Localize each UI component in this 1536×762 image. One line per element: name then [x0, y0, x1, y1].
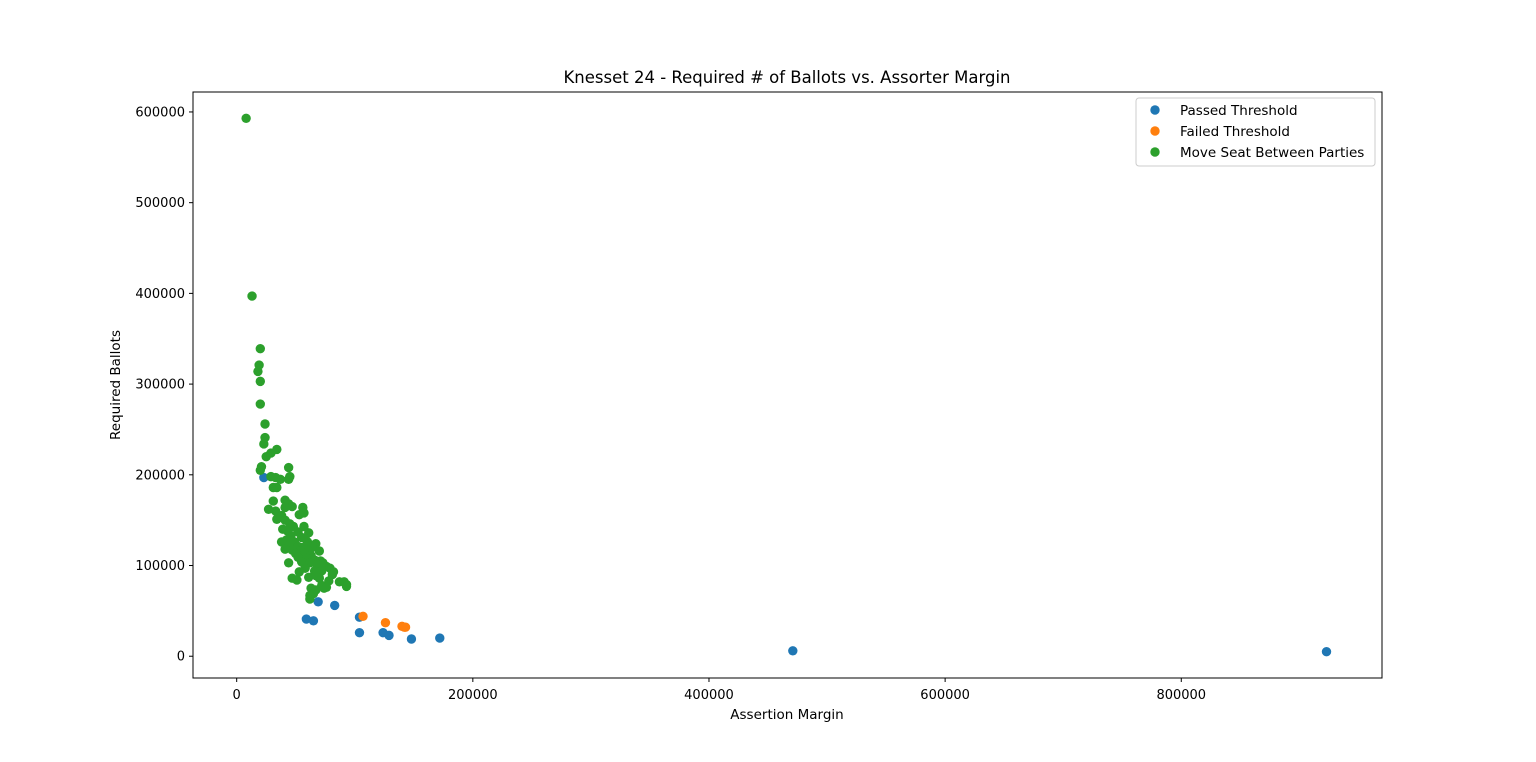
point-move-seat-between-parties-81	[304, 572, 314, 583]
point-move-seat-between-parties-92	[319, 583, 329, 593]
point-move-seat-between-parties-12	[261, 451, 271, 462]
legend: Passed Threshold Failed Threshold Move Sea…	[1135, 97, 1376, 167]
y-tick-label: 200000	[135, 468, 185, 483]
point-passed-threshold-8	[384, 630, 394, 641]
y-tick-label: 500000	[135, 196, 185, 211]
point-move-seat-between-parties-24	[268, 496, 278, 506]
plot-points	[241, 113, 1332, 657]
point-passed-threshold-9	[406, 634, 417, 644]
point-passed-threshold-1	[313, 597, 323, 607]
point-move-seat-between-parties-59	[314, 546, 325, 556]
point-failed-threshold-4	[400, 622, 411, 632]
chart-title: Knesset 24 - Required # of Ballots vs. A…	[563, 68, 1010, 87]
legend-label: Passed Threshold	[1180, 103, 1298, 119]
legend-box	[1135, 97, 1376, 167]
point-move-seat-between-parties-5	[255, 376, 266, 387]
point-move-seat-between-parties-89	[341, 581, 352, 592]
y-tick-label: 100000	[135, 559, 185, 574]
point-move-seat-between-parties-47	[276, 537, 287, 547]
y-axis-ticks: 0 100000 200000 300000 400000 500000 600000	[135, 105, 193, 665]
point-move-seat-between-parties-14	[255, 465, 266, 475]
legend-label: Failed Threshold	[1180, 124, 1290, 140]
point-move-seat-between-parties-2	[255, 344, 266, 354]
y-tick-label: 400000	[135, 287, 185, 302]
y-tick-label: 0	[177, 650, 185, 665]
point-move-seat-between-parties-6	[255, 399, 266, 409]
point-move-seat-between-parties-22	[272, 482, 282, 493]
point-passed-threshold-0	[259, 472, 269, 483]
point-move-seat-between-parties-55	[280, 544, 290, 554]
legend-marker	[1150, 105, 1160, 115]
point-move-seat-between-parties-82	[314, 573, 325, 583]
point-move-seat-between-parties-23	[263, 504, 274, 514]
point-move-seat-between-parties-97	[305, 594, 315, 604]
point-move-seat-between-parties-28	[280, 502, 290, 513]
point-move-seat-between-parties-17	[283, 474, 294, 485]
plot-frame	[192, 91, 1383, 679]
point-failed-threshold-1	[380, 617, 391, 628]
x-axis-ticks: 0 200000 400000 600000 800000	[233, 678, 1206, 703]
point-move-seat-between-parties-7	[260, 419, 270, 429]
point-move-seat-between-parties-68	[283, 558, 294, 568]
point-passed-threshold-6	[354, 627, 365, 638]
point-move-seat-between-parties-1	[247, 291, 257, 301]
point-failed-threshold-0	[358, 611, 368, 622]
point-move-seat-between-parties-27	[287, 501, 297, 512]
x-tick-label: 0	[233, 688, 241, 703]
point-move-seat-between-parties-75	[294, 567, 304, 577]
point-passed-threshold-2	[329, 600, 340, 611]
x-tick-label: 800000	[1156, 688, 1206, 703]
point-move-seat-between-parties-84	[292, 575, 302, 585]
point-move-seat-between-parties-20	[275, 474, 286, 485]
x-tick-label: 400000	[684, 688, 734, 703]
point-move-seat-between-parties-15	[283, 462, 294, 473]
legend-label: Move Seat Between Parties	[1180, 145, 1364, 161]
point-passed-threshold-3	[301, 614, 312, 624]
point-passed-threshold-10	[435, 633, 445, 643]
x-tick-label: 600000	[920, 688, 970, 703]
legend-marker	[1150, 126, 1160, 136]
x-axis-label: Assertion Margin	[730, 707, 843, 723]
point-move-seat-between-parties-4	[253, 366, 263, 377]
y-axis-label: Required Ballots	[108, 330, 124, 440]
point-move-seat-between-parties-9	[259, 439, 269, 449]
x-tick-label: 200000	[448, 688, 498, 703]
point-passed-threshold-12	[1321, 646, 1332, 657]
point-move-seat-between-parties-31	[294, 510, 304, 520]
legend-marker	[1150, 147, 1160, 157]
y-tick-label: 300000	[135, 378, 185, 393]
point-passed-threshold-11	[788, 646, 798, 656]
point-move-seat-between-parties-34	[272, 514, 282, 524]
point-passed-threshold-4	[308, 616, 319, 626]
y-tick-label: 600000	[135, 105, 185, 120]
point-move-seat-between-parties-0	[241, 113, 251, 124]
